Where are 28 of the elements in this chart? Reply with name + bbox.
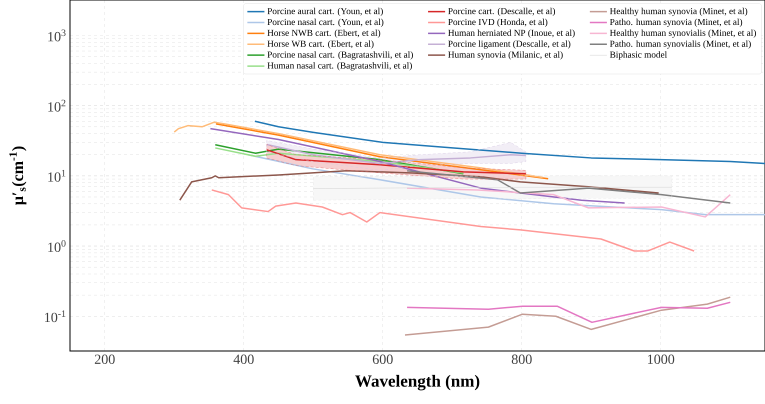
legend-label: Porcine ligament (Descalle, et al) [448,40,570,49]
legend-label: Healthy human synovia (Minet, et al) [610,8,748,16]
y-tick-label: 10$^{3}$ [48,30,66,42]
x-tick-label: 400 [234,354,254,364]
x-tick-label: 1000 [648,354,674,364]
legend-label: Biphasic model [610,51,667,60]
legend-label: Porcine nasal cart. (Bagratashvili, et al) [267,51,413,60]
legend-label: Human herniated NP (Inoue, et al) [448,29,575,38]
legend-label: Human nasal cart. (Bagratashvili, et al) [267,62,412,70]
legend-label: Porcine cart. (Descalle, et al) [448,8,556,16]
legend-label: Porcine nasal cart. (Youn, et al) [267,18,384,27]
legend-label: Human synovia (Milanic, et al) [448,51,563,60]
x-axis-title: Wavelength (nm) [355,374,480,390]
y-tick-label: 10$^{2}$ [48,100,66,112]
y-tick-label: 10$^{-1}$ [45,310,66,322]
legend-label: Horse NWB cart. (Ebert, et al) [267,29,380,38]
x-tick-label: 200 [94,354,115,364]
legend-label: Patho. human synovialis (Minet, et al) [610,40,751,49]
y-tick-label: 10$^{0}$ [48,240,66,252]
legend-label: Porcine IVD (Honda, et al) [448,18,548,27]
x-tick-label: 600 [372,354,393,364]
y-tick-label: 10$^{1}$ [48,170,66,182]
legend-label: Healthy human synovialis (Minet, et al) [610,29,756,38]
legend-label: Patho. human synovia (Minet, et al) [610,18,742,27]
x-tick-label: 800 [512,354,532,364]
y-axis-title: μ′$_{s}$(cm$^{-1}$) [9,146,26,205]
legend-label: Porcine aural cart. (Youn, et al) [267,8,383,16]
legend-label: Horse WB cart. (Ebert, et al) [267,40,374,49]
